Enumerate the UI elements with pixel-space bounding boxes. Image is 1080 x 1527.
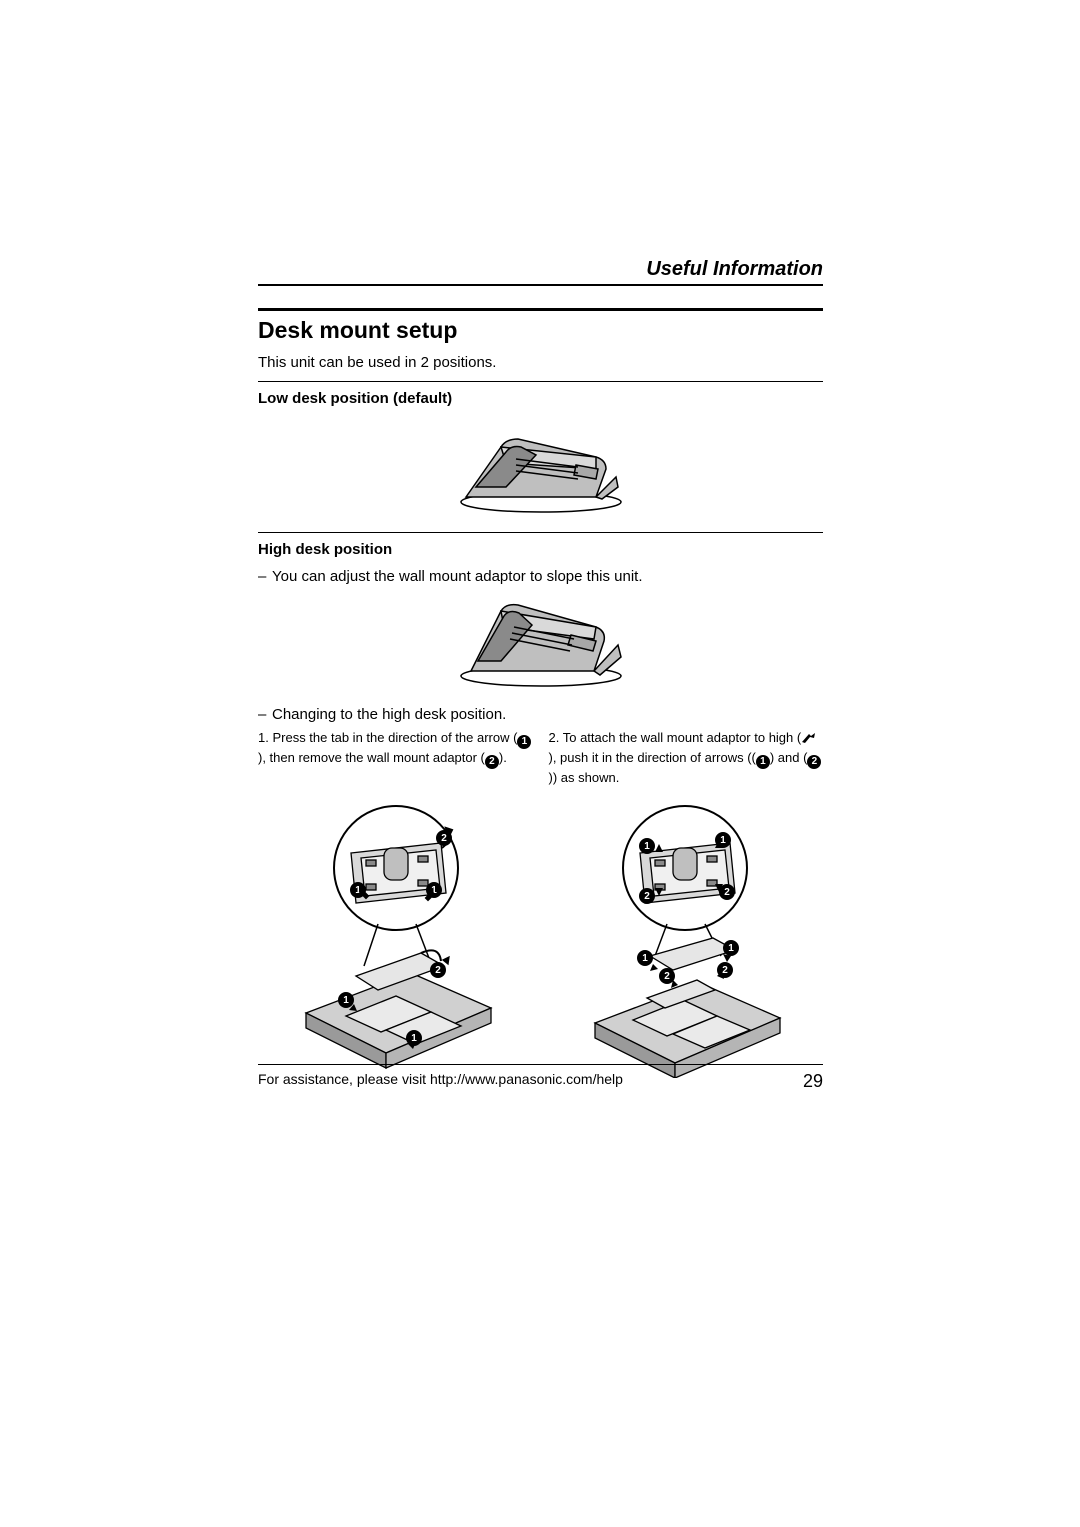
marker-2-icon: 2 [485,755,499,769]
double-rule [258,308,823,311]
figure-high-position [258,591,823,696]
svg-text:2: 2 [644,891,650,902]
diagram-attach-adaptor: 1 1 2 2 [547,798,824,1083]
step-1: 1. Press the tab in the direction of the… [258,729,533,786]
divider [258,381,823,382]
step-1-text-a: Press the tab in the direction of the ar… [272,730,517,745]
section-header: Useful Information [258,258,823,286]
svg-text:2: 2 [664,971,670,982]
marker-1-icon: 1 [756,755,770,769]
svg-text:1: 1 [411,1033,417,1044]
step-2-text-d: )) as shown. [549,770,620,785]
step-2-text-a: To attach the wall mount adaptor to high… [563,730,801,745]
divider [258,532,823,533]
svg-text:1: 1 [343,995,349,1006]
steps-row: 1. Press the tab in the direction of the… [258,729,823,786]
page-number: 29 [803,1071,823,1092]
svg-text:1: 1 [644,841,650,852]
step-2-text-c: ) and ( [770,750,808,765]
step-2-text-b: ), push it in the direction of arrows (( [549,750,756,765]
low-position-heading: Low desk position (default) [258,390,823,407]
changing-text: Changing to the high desk position. [272,706,506,723]
page-footer: For assistance, please visit http://www.… [258,1064,823,1092]
step-1-text-c: ). [499,750,507,765]
figure-low-position [258,417,823,522]
intro-text: This unit can be used in 2 positions. [258,354,823,371]
step-2: 2. To attach the wall mount adaptor to h… [549,729,824,786]
hand-icon [801,731,817,749]
page-title: Desk mount setup [258,317,823,344]
svg-text:2: 2 [724,887,730,898]
high-position-note: –You can adjust the wall mount adaptor t… [258,568,823,585]
step-2-number: 2. [549,730,560,745]
svg-text:1: 1 [642,953,648,964]
marker-1-icon: 1 [517,735,531,749]
footer-help-text: For assistance, please visit http://www.… [258,1071,623,1092]
marker-2-icon: 2 [807,755,821,769]
step-1-text-b: ), then remove the wall mount adaptor ( [258,750,485,765]
diagram-row: 2 1 1 [258,798,823,1083]
step-1-number: 1. [258,730,269,745]
svg-text:1: 1 [728,943,734,954]
svg-text:2: 2 [722,965,728,976]
high-position-heading: High desk position [258,541,823,558]
high-note-text: You can adjust the wall mount adaptor to… [272,568,643,585]
diagram-remove-adaptor: 2 1 1 [258,798,535,1083]
svg-text:2: 2 [435,965,441,976]
changing-note: –Changing to the high desk position. [258,706,823,723]
